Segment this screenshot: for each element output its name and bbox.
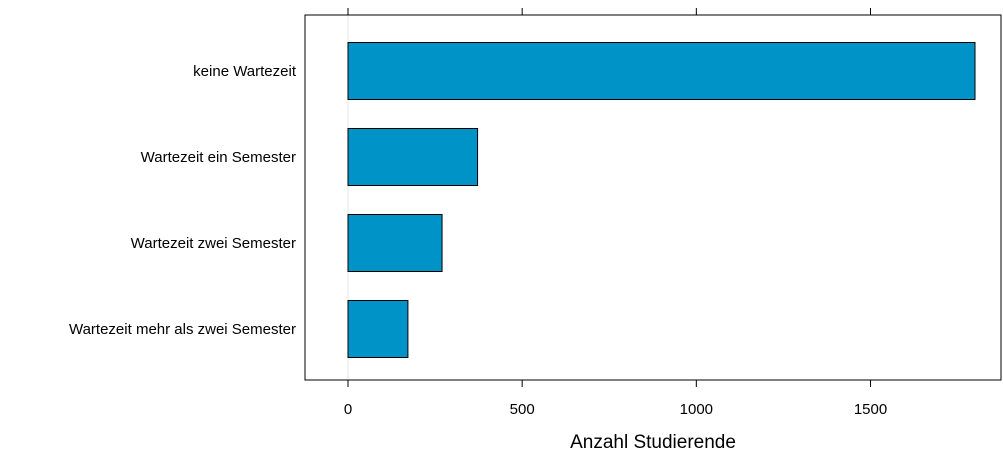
category-label: keine Wartezeit xyxy=(193,63,297,80)
bar xyxy=(347,128,479,186)
x-tick-label: 1500 xyxy=(854,401,887,418)
category-labels: keine Wartezeit Wartezeit ein Semester War… xyxy=(69,63,297,338)
bar xyxy=(347,42,976,100)
plot-frame xyxy=(304,14,1002,381)
bars xyxy=(347,42,976,358)
x-tick-label: 1000 xyxy=(680,401,713,418)
bar xyxy=(347,300,409,358)
tick-labels: 0 500 1000 1500 xyxy=(344,401,887,418)
x-tick-label: 0 xyxy=(344,401,352,418)
category-label: Wartezeit zwei Semester xyxy=(131,235,296,252)
category-label: Wartezeit mehr als zwei Semester xyxy=(69,321,296,338)
x-tick-label: 500 xyxy=(510,401,535,418)
x-axis-title: Anzahl Studierende xyxy=(570,432,736,453)
axis-ticks xyxy=(347,8,871,387)
bar xyxy=(347,214,443,272)
category-label: Wartezeit ein Semester xyxy=(141,149,296,166)
